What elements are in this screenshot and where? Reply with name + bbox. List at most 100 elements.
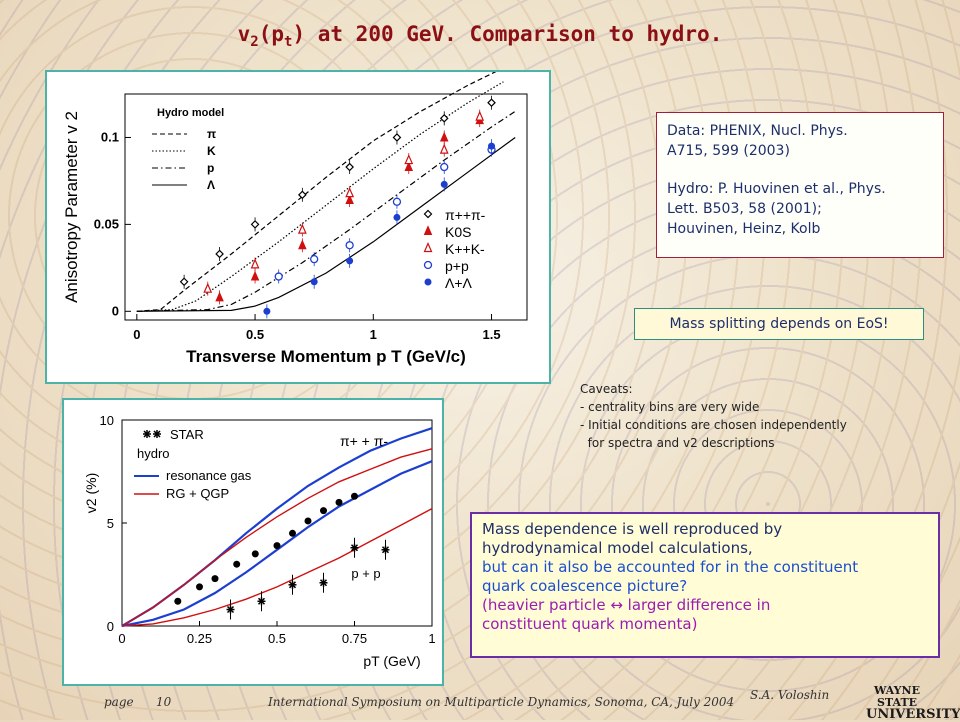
- pion-label: π+ + π-: [340, 433, 388, 449]
- x-tick-label: 0.5: [246, 327, 264, 342]
- x-axis-label: Transverse Momentum p T (GeV/c): [186, 347, 466, 366]
- hydro-legend-label: Λ: [207, 178, 215, 192]
- star-chart-panel: 0 0.25 0.5 0.75 1 0 5 10 pT (GeV) v2 (%) STAR hydro…: [62, 398, 444, 686]
- legend-label: STAR: [170, 427, 204, 442]
- mass-splitting-note: Mass splitting depends on EoS!: [634, 308, 924, 340]
- data-point: [298, 239, 307, 250]
- data-point: [250, 220, 260, 229]
- data-point: [320, 507, 327, 515]
- data-point: [274, 272, 283, 281]
- data-point: [439, 113, 449, 123]
- data-point: [345, 187, 355, 198]
- y-axis-label: v2 (%): [83, 473, 99, 513]
- data-point: [440, 180, 448, 188]
- legend-marker: [423, 242, 433, 253]
- data-point: [250, 270, 260, 281]
- data-point: [310, 255, 319, 264]
- data-point: [211, 575, 219, 583]
- data-point: [289, 529, 296, 537]
- legend-marker: [424, 278, 432, 286]
- caveats-note: Caveats: - centrality bins are very wide -…: [580, 382, 847, 450]
- x-tick-label: 0: [133, 327, 140, 342]
- data-point: [404, 154, 414, 165]
- data-point: [233, 560, 241, 568]
- phenix-chart-panel: 0 0.5 1 1.5 0 0.05 0.1 Transverse Momentum p T …: [45, 70, 551, 384]
- model-curve: [121, 448, 433, 627]
- data-point: [304, 517, 312, 525]
- data-point: [203, 282, 213, 293]
- hydro-legend-label: π: [207, 127, 216, 141]
- y-tick-label: 0.05: [94, 216, 119, 231]
- hydro-curve: [136, 137, 516, 312]
- legend-label: resonance gas: [166, 468, 252, 483]
- data-point: [174, 597, 182, 605]
- hydro-legend-title: Hydro model: [157, 107, 224, 119]
- data-point: [350, 543, 359, 552]
- data-point: [215, 291, 224, 302]
- reference-box: Data: PHENIX, Nucl. Phys. A715, 599 (2003…: [656, 112, 944, 258]
- footer-author: S.A. Voloshin: [750, 688, 830, 702]
- x-tick-label: 1.5: [482, 327, 500, 342]
- y-tick-label: 0: [112, 303, 119, 318]
- y-tick-label: 0: [107, 619, 114, 634]
- data-point: [215, 249, 224, 259]
- legend-label: π++π-: [445, 207, 486, 223]
- legend-label: hydro: [137, 446, 170, 461]
- x-tick-label: 0.25: [187, 631, 212, 646]
- data-point: [298, 190, 307, 200]
- data-point: [319, 578, 328, 587]
- data-point: [440, 162, 449, 172]
- x-tick-label: 0.75: [342, 631, 367, 646]
- data-point: [439, 131, 449, 142]
- y-axis-label: Anisotropy Parameter v 2: [62, 111, 81, 303]
- data-point: [345, 241, 354, 250]
- legend-marker: [423, 225, 433, 235]
- data-point: [273, 542, 281, 550]
- data-point: [257, 597, 266, 606]
- footer-page-number: 10: [156, 695, 172, 709]
- data-point: [196, 583, 203, 591]
- footer-conference: International Symposium on Multiparticle…: [268, 695, 735, 709]
- y-tick-label: 5: [107, 516, 114, 531]
- data-point: [393, 213, 401, 221]
- data-point: [335, 498, 343, 506]
- hydro-curve: [136, 110, 516, 312]
- data-point: [345, 162, 354, 172]
- model-curve: [121, 460, 433, 628]
- data-point: [392, 133, 402, 142]
- data-point: [250, 258, 260, 269]
- x-tick-label: 0: [118, 631, 125, 646]
- hydro-legend-label: p: [207, 161, 214, 175]
- data-point: [475, 110, 485, 121]
- university-logo: WAYNE STATE UNIVERSITY: [866, 684, 960, 722]
- mass-dependence-box: Mass dependence is well reproduced by hy…: [470, 512, 940, 658]
- data-point: [310, 278, 318, 286]
- y-tick-label: 0.1: [101, 129, 119, 144]
- data-point: [381, 545, 390, 554]
- x-tick-label: 0.5: [268, 631, 286, 646]
- data-point: [288, 580, 297, 589]
- legend-marker: [143, 430, 151, 438]
- proton-label: p + p: [351, 566, 380, 581]
- data-point: [392, 197, 402, 206]
- footer-page-label: page: [104, 695, 134, 709]
- hydro-legend-label: K: [207, 144, 216, 158]
- x-axis-label: pT (GeV): [363, 653, 420, 669]
- plot-frame: [124, 93, 528, 321]
- x-tick-label: 1: [370, 327, 377, 342]
- legend-marker: [423, 260, 433, 270]
- data-point: [488, 142, 496, 150]
- x-tick-label: 1: [428, 631, 435, 646]
- data-point: [226, 605, 235, 614]
- legend-label: K0S: [445, 224, 471, 240]
- data-point: [251, 550, 259, 558]
- page-title: v2(pt) at 200 GeV. Comparison to hydro.: [237, 22, 723, 51]
- model-curve: [121, 507, 433, 627]
- data-point: [346, 257, 354, 265]
- phenix-v2-chart: 0 0.5 1 1.5 0 0.05 0.1 Transverse Momentum p T …: [62, 72, 528, 366]
- legend-marker: [423, 209, 433, 219]
- data-point: [487, 98, 496, 108]
- legend-label: K++K-: [445, 241, 485, 257]
- legend-label: RG + QGP: [166, 486, 229, 501]
